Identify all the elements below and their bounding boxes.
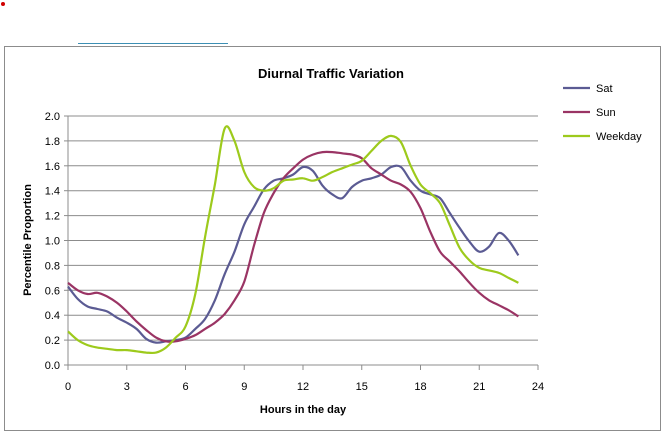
y-tick-labels: 0.0 0.2 0.4 0.6 0.8 1.0 1.2 1.4 1.6 1.8 2.0 — [45, 111, 60, 372]
x-tick-label-8: 24 — [532, 381, 544, 393]
y-tick-label-5: 1.0 — [45, 236, 60, 248]
x-tick-label-0: 0 — [65, 381, 71, 393]
x-tick-label-1: 3 — [124, 381, 130, 393]
series-line-sat — [67, 164, 520, 344]
series-lines — [67, 125, 520, 355]
chart-title: Diurnal Traffic Variation — [258, 66, 404, 81]
x-tick-label-3: 9 — [241, 381, 247, 393]
x-axis-label: Hours in the day — [260, 404, 347, 416]
y-tick-label-8: 1.6 — [45, 161, 60, 173]
legend-label-sat: Sat — [596, 83, 613, 95]
series-line-sun — [67, 150, 519, 343]
y-tick-label-1: 0.2 — [45, 335, 60, 347]
y-tick-label-10: 2.0 — [45, 111, 60, 123]
x-tick-label-7: 21 — [473, 381, 485, 393]
x-tick-labels: 0 3 6 9 12 15 18 21 24 — [65, 381, 544, 393]
y-tick-label-3: 0.6 — [45, 285, 60, 297]
legend: Sat Sun Weekday — [563, 83, 642, 143]
x-tick-label-5: 15 — [356, 381, 368, 393]
y-tick-label-4: 0.8 — [45, 260, 60, 272]
y-tick-label-0: 0.0 — [45, 360, 60, 372]
y-tick-label-7: 1.4 — [45, 186, 60, 198]
axes — [64, 115, 539, 370]
y-tick-label-2: 0.4 — [45, 310, 60, 322]
y-tick-label-9: 1.8 — [45, 136, 60, 148]
x-tick-label-2: 6 — [182, 381, 188, 393]
red-dot-marker — [1, 2, 5, 6]
link-underline — [78, 43, 228, 44]
y-axis-label: Percentile Proportion — [22, 184, 34, 296]
x-tick-label-6: 18 — [414, 381, 426, 393]
x-tick-label-4: 12 — [297, 381, 309, 393]
legend-label-sun: Sun — [596, 107, 616, 119]
chart-frame — [4, 46, 661, 431]
y-tick-label-6: 1.2 — [45, 211, 60, 223]
legend-label-weekday: Weekday — [596, 131, 642, 143]
gridlines — [68, 115, 538, 341]
series-line-weekday — [67, 125, 519, 355]
